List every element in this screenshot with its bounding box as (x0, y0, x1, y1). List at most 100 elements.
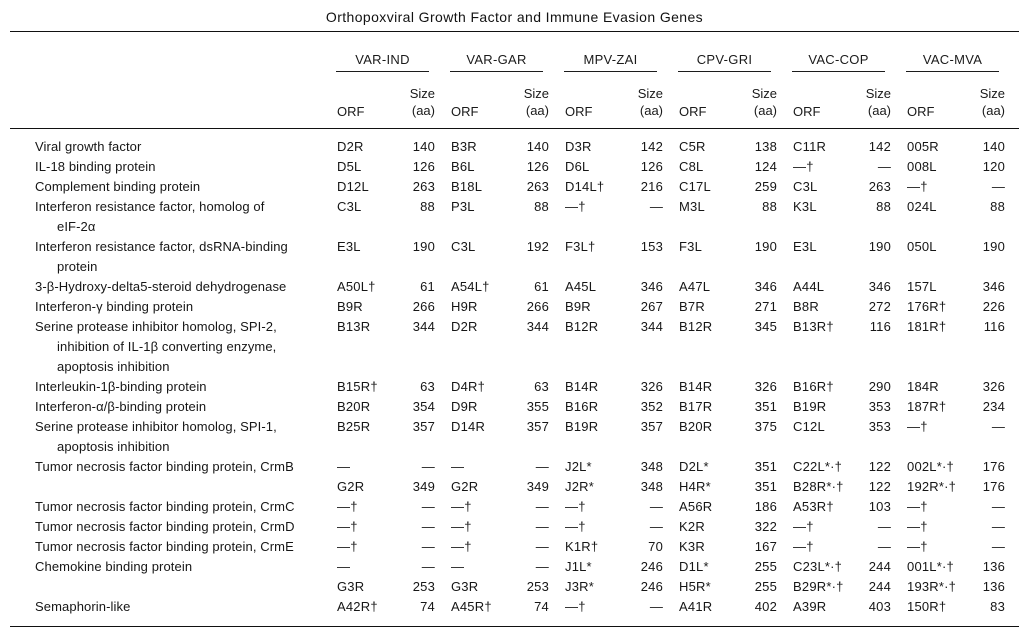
orf-cell: B14R (679, 379, 713, 394)
size-cell: 126 (526, 159, 549, 174)
orf-cell: G3R (337, 579, 365, 594)
size-cell: 88 (876, 199, 892, 214)
orf-cell: A45R† (449, 597, 513, 627)
orf-cell: B13R (337, 319, 371, 334)
size-cell: 346 (640, 279, 664, 294)
size-cell: 244 (868, 579, 892, 594)
orf-cell: A42R† (335, 597, 399, 627)
orf-cell: —† (563, 597, 627, 627)
size-cell: — (627, 597, 678, 627)
size-cell: 63 (420, 379, 435, 394)
size-cell: 346 (754, 279, 778, 294)
size-cell: 375 (754, 419, 778, 434)
size-cell: — (535, 499, 549, 514)
orf-cell: 005R (907, 139, 939, 154)
orf-cell: B3R (451, 139, 477, 154)
gene-name: Serine protease inhibitor homolog, SPI-2… (35, 319, 277, 374)
orf-cell: P3L (451, 199, 475, 214)
orf-cell: A45L (565, 279, 597, 294)
size-cell: — (649, 199, 664, 214)
orf-cell: D5L (337, 159, 362, 174)
orf-cell: C22L*·† (793, 459, 843, 474)
size-cell: 136 (982, 559, 1006, 574)
size-cell: — (877, 519, 892, 534)
size-cell: 271 (754, 299, 778, 314)
orf-cell: B18L (451, 179, 483, 194)
orf-cell: —† (907, 499, 928, 514)
size-cell: 246 (640, 559, 664, 574)
gene-name: 3-β-Hydroxy-delta5-steroid dehydrogenase (35, 279, 287, 294)
orf-cell: A44L (793, 279, 825, 294)
size-cell: 266 (526, 299, 549, 314)
size-cell: 272 (868, 299, 892, 314)
column-group-cpv-gri: CPV-GRI (678, 52, 772, 72)
orf-cell: —† (907, 419, 928, 434)
gene-name: Viral growth factor (35, 139, 142, 154)
orf-header: ORF (563, 71, 627, 129)
size-cell: — (535, 519, 549, 534)
orf-cell: D14L† (565, 179, 605, 194)
orf-cell: 050L (907, 239, 937, 254)
size-cell: 357 (526, 419, 549, 434)
size-cell: 253 (526, 579, 549, 594)
size-cell: 255 (754, 579, 778, 594)
size-cell: 255 (754, 559, 778, 574)
size-cell: — (535, 539, 549, 554)
size-cell: 103 (868, 499, 892, 514)
orf-cell: K3R (679, 539, 705, 554)
orf-cell: —† (565, 519, 586, 534)
orf-cell: B19R (565, 419, 599, 434)
table-row: Tumor necrosis factor binding protein, C… (10, 457, 1019, 477)
size-cell: 263 (526, 179, 549, 194)
size-cell: — (421, 559, 435, 574)
size-cell: 353 (868, 399, 892, 414)
orf-cell: B29R*·† (793, 579, 844, 594)
orf-cell: —† (565, 199, 586, 214)
table-row: 3-β-Hydroxy-delta5-steroid dehydrogenase… (10, 277, 1019, 297)
orf-cell: 002L*·† (907, 459, 954, 474)
table-row: Complement binding protein D12L 263 B18L… (10, 177, 1019, 197)
size-cell: 74 (399, 597, 449, 627)
orf-cell: B28R*·† (793, 479, 844, 494)
size-cell: 176 (982, 479, 1006, 494)
gene-name: Interferon resistance factor, dsRNA-bind… (35, 239, 288, 274)
orf-cell: B17R (679, 399, 713, 414)
size-header: Size (aa) (969, 71, 1020, 129)
orf-header: ORF (791, 71, 856, 129)
size-cell: — (649, 499, 664, 514)
size-header: Size (aa) (741, 71, 792, 129)
size-cell: — (991, 519, 1006, 534)
orf-cell: D1L* (679, 559, 709, 574)
orf-cell: —† (337, 539, 358, 554)
size-cell: 136 (982, 579, 1006, 594)
orf-cell: C11R (793, 139, 827, 154)
group-header-row: VAR-IND VAR-GAR MPV-ZAI CPV-GRI VAC-COP … (10, 32, 1019, 72)
orf-cell: B9R (337, 299, 363, 314)
orf-cell: F3L (679, 239, 703, 254)
size-cell: 153 (640, 239, 664, 254)
orf-cell: B12R (565, 319, 599, 334)
orf-cell: 181R† (907, 319, 947, 334)
orf-cell: D2R (337, 139, 364, 154)
orf-cell: K2R (679, 519, 705, 534)
size-cell: 88 (762, 199, 778, 214)
gene-name: Tumor necrosis factor binding protein, C… (35, 459, 294, 474)
size-cell: 88 (990, 199, 1006, 214)
orf-header: ORF (449, 71, 513, 129)
size-header: Size (aa) (399, 71, 449, 129)
size-cell: 348 (640, 459, 664, 474)
size-cell: 234 (982, 399, 1006, 414)
size-cell: 326 (982, 379, 1006, 394)
size-cell: 344 (412, 319, 435, 334)
orf-cell: —† (565, 499, 586, 514)
orf-cell: A41R (677, 597, 742, 627)
orf-cell: D4R† (451, 379, 486, 394)
size-cell: 352 (640, 399, 664, 414)
orf-cell: B12R (679, 319, 713, 334)
size-cell: 326 (754, 379, 778, 394)
orf-cell: — (337, 559, 351, 574)
size-cell: 190 (412, 239, 435, 254)
orf-cell: C23L*·† (793, 559, 843, 574)
size-cell: 120 (982, 159, 1006, 174)
